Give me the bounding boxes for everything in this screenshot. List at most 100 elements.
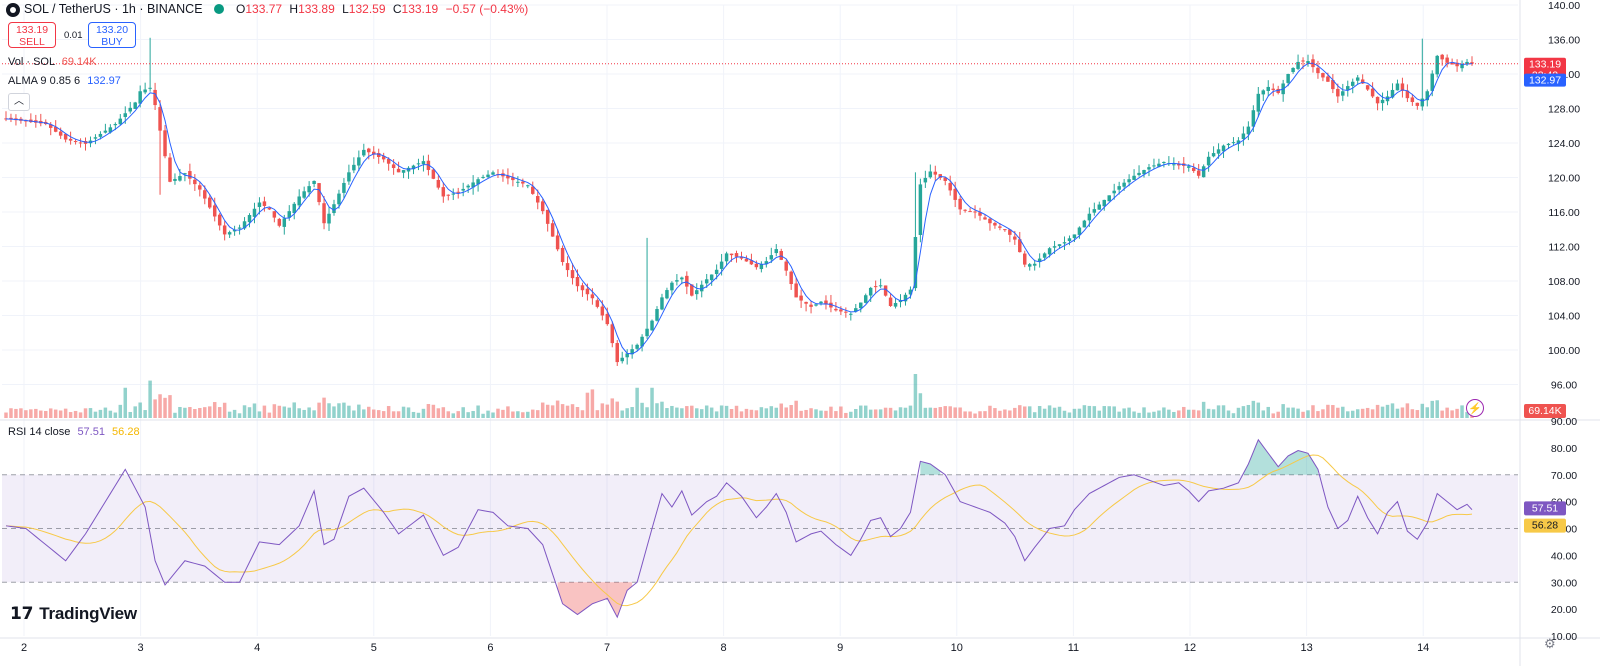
volume-bar [342,402,346,418]
volume-label: Vol · SOL [8,56,55,68]
volume-bar [1440,410,1444,418]
volume-bar [1221,405,1226,418]
buy-button[interactable]: 133.20 BUY [88,22,136,48]
volume-bar [1360,408,1365,418]
volume-bar [709,407,714,418]
volume-bar [232,409,237,418]
candle-body [580,285,585,291]
volume-bar [600,403,605,418]
volume-bar [1196,410,1201,418]
candle-body [396,168,401,173]
sell-button[interactable]: 133.19 SELL [8,22,56,48]
volume-bar [1246,404,1251,418]
volume-bar [1122,408,1126,418]
candle-body [913,237,918,289]
volume-bar [1206,408,1211,418]
volume-bar [396,411,401,418]
candle-body [302,191,306,198]
price-tick-label: 96.00 [1551,380,1577,392]
volume-bar [1425,407,1430,418]
volume-bar [1082,405,1087,418]
candle-body [158,107,162,131]
volume-bar [1047,405,1052,418]
candle-body [953,188,957,200]
volume-bar [1216,405,1221,418]
candle-body [1013,236,1017,240]
volume-bar [1027,406,1032,418]
candle-body [362,149,366,156]
candle-body [292,203,296,214]
candle-body [680,277,684,280]
volume-bar [794,400,798,418]
volume-bars [4,374,1474,418]
candle-body [58,131,63,136]
candle-body [769,255,774,260]
volume-bar [421,408,426,418]
candle-body [506,175,510,179]
candle-body [1261,90,1266,95]
volume-bar [675,407,679,418]
candle-body [774,249,779,254]
candle-body [212,205,217,217]
rsi-badge: 57.51 [1524,501,1566,516]
candle-body [615,343,619,363]
volume-bar [1067,412,1072,418]
candle-body [610,324,615,344]
alma-legend[interactable]: ALMA 9 0.85 6 132.97 [8,75,121,87]
volume-bar [665,408,669,418]
volume-bar [531,409,535,418]
volume-bar [406,407,411,418]
candle-body [391,164,396,169]
alma-label: ALMA 9 0.85 6 [8,75,81,87]
low-value: 132.59 [348,2,386,16]
gear-icon[interactable]: ⚙ [1544,636,1556,651]
volume-bar [1201,401,1206,418]
volume-bar [839,406,843,418]
volume-bar [789,405,793,418]
volume-bar [39,410,43,418]
candle-body [297,196,301,206]
candle-body [1375,96,1380,104]
volume-bar [1231,413,1236,418]
volume-bar [1346,411,1350,418]
volume-bar [779,403,783,418]
volume-bar [1395,408,1400,418]
candle-body [784,261,788,271]
lightning-icon[interactable]: ⚡ [1466,399,1484,417]
volume-bar [670,405,674,418]
volume-bar [237,413,242,418]
time-tick-label: 4 [254,642,260,654]
candle-body [799,295,803,301]
candle-body [1047,248,1052,255]
volume-bar [431,404,436,418]
volume-bar [332,406,336,418]
symbol-title[interactable]: SOL / TetherUS · 1h · BINANCE [24,2,203,16]
candle-body [128,107,132,112]
price-tick-label: 124.00 [1548,138,1580,150]
candle-body [1420,98,1425,107]
candle-body [153,89,157,106]
volume-bar [695,408,699,418]
candle-body [446,194,451,196]
volume-bar [535,410,540,418]
volume-bar [1008,410,1012,418]
rsi-overbought-fill [1243,439,1318,475]
volume-bar [1087,405,1092,418]
volume-legend[interactable]: Vol · SOL 69.14K [8,56,97,68]
volume-bar [1460,405,1464,418]
volume-bar [327,403,331,418]
candle-body [1271,88,1275,90]
candle-body [1231,142,1236,144]
collapse-legend-button[interactable]: ︿ [8,93,30,111]
candle-body [1425,91,1430,101]
volume-bar [73,410,78,418]
candle-body [1251,110,1256,127]
volume-bar [580,410,585,418]
volume-bar [1355,409,1360,418]
volume-bar [123,387,128,418]
rsi-legend[interactable]: RSI 14 close 57.51 56.28 [8,426,140,438]
candle-body [1440,54,1444,60]
candle-body [511,177,515,181]
volume-bar [1172,411,1176,418]
